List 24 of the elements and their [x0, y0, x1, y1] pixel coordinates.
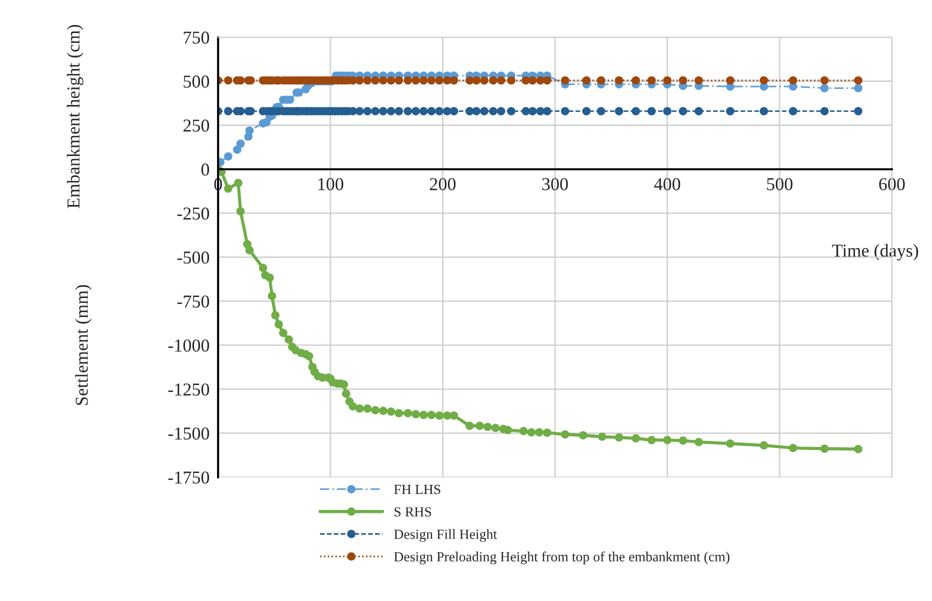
legend-label: FH LHS	[394, 484, 440, 494]
y-tick-label: -1500	[168, 427, 210, 440]
y-tick-label: -1000	[168, 339, 210, 352]
y-tick-label: -1250	[168, 383, 210, 396]
y-tick-label: -1750	[168, 471, 210, 484]
x-axis-title: Time (days)	[832, 244, 918, 260]
y-tick-label: 0	[201, 164, 210, 176]
text: Settlement (mm)	[75, 285, 92, 405]
x-tick-label: 500	[767, 178, 792, 190]
y-tick-label: -750	[177, 295, 210, 308]
y-tick-label: 500	[184, 76, 210, 88]
x-tick-label: 300	[542, 178, 568, 190]
y-tick-label: 750	[184, 32, 210, 44]
y-tick-label: 250	[183, 120, 210, 132]
legend-label: Design Fill Height	[394, 529, 497, 542]
y-tick-label: -500	[177, 251, 210, 264]
legend-label: S RHS	[394, 507, 432, 517]
x-tick-label: 400	[654, 178, 680, 190]
y-tick-label: -250	[177, 207, 210, 220]
x-tick-label: 200	[430, 178, 456, 190]
x-tick-label: 100	[318, 178, 344, 190]
x-tick-label: 600	[879, 178, 905, 190]
legend-label: Design Preloading Height from top of the embankment (cm)	[394, 552, 730, 564]
y-axis-title: Embankment height (cm)	[66, 24, 84, 208]
